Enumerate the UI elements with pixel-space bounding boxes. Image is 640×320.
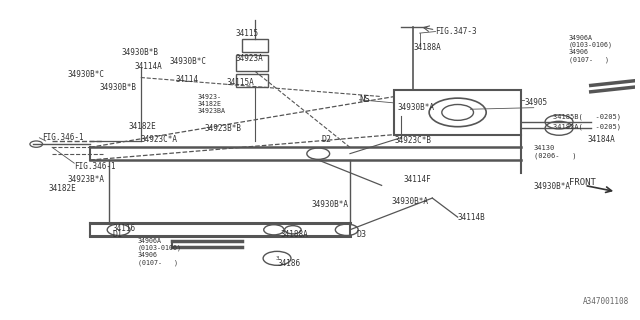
- Text: A347001108: A347001108: [582, 297, 628, 306]
- Text: 34115: 34115: [236, 28, 259, 38]
- Text: 34130
(0206-   ): 34130 (0206- ): [534, 145, 576, 159]
- Text: 34114B: 34114B: [458, 212, 485, 222]
- Text: FIG.346-1: FIG.346-1: [43, 133, 84, 142]
- Text: D3: D3: [356, 230, 366, 239]
- Text: 34185B(   -0205): 34185B( -0205): [553, 114, 621, 120]
- Text: 34930B*A: 34930B*A: [534, 182, 571, 191]
- Text: 34930B*C: 34930B*C: [170, 57, 206, 66]
- Text: 34116: 34116: [112, 224, 136, 233]
- Text: 34114F: 34114F: [404, 174, 431, 184]
- Text: FIG.346-1: FIG.346-1: [74, 162, 116, 171]
- Text: 34923-
34182E
34923BA: 34923- 34182E 34923BA: [198, 94, 226, 115]
- Text: 34930B*A: 34930B*A: [391, 197, 428, 206]
- Text: 34906A
(0103-0106)
34906
(0107-   ): 34906A (0103-0106) 34906 (0107- ): [568, 35, 612, 63]
- Text: 34188A: 34188A: [413, 43, 441, 52]
- Text: 34182E: 34182E: [49, 184, 77, 193]
- Text: 34114A: 34114A: [134, 62, 162, 71]
- Text: 34182A(   -0205): 34182A( -0205): [553, 124, 621, 130]
- Text: 34930B*A: 34930B*A: [312, 200, 349, 209]
- Text: 34923B*A: 34923B*A: [68, 174, 105, 184]
- Text: 34923C*B: 34923C*B: [394, 136, 431, 146]
- Text: 34906A
(0103-0106)
34906
(0107-   ): 34906A (0103-0106) 34906 (0107- ): [138, 238, 182, 266]
- Text: 34923C*A: 34923C*A: [141, 135, 178, 144]
- Text: 34930B*C: 34930B*C: [68, 70, 105, 79]
- Text: 34923B*B: 34923B*B: [204, 124, 241, 133]
- Text: D1: D1: [112, 230, 122, 239]
- Text: 34182E: 34182E: [128, 122, 156, 131]
- Text: FRONT: FRONT: [568, 178, 595, 187]
- Text: 34905: 34905: [524, 99, 547, 108]
- Text: 34184A: 34184A: [588, 135, 615, 144]
- Text: 34930B*A: 34930B*A: [397, 103, 435, 112]
- Text: D2: D2: [321, 135, 332, 144]
- Text: 34115A: 34115A: [227, 78, 254, 87]
- Text: 34923A: 34923A: [236, 54, 264, 63]
- Text: 34188A: 34188A: [280, 230, 308, 239]
- Text: FIG.347-3: FIG.347-3: [435, 27, 477, 36]
- Text: NS: NS: [360, 95, 370, 104]
- Text: 34930B*B: 34930B*B: [100, 83, 136, 92]
- Text: 34930B*B: 34930B*B: [122, 48, 159, 57]
- Text: 34186: 34186: [277, 259, 300, 268]
- Text: 3: 3: [275, 256, 279, 261]
- Text: 34114: 34114: [175, 75, 199, 84]
